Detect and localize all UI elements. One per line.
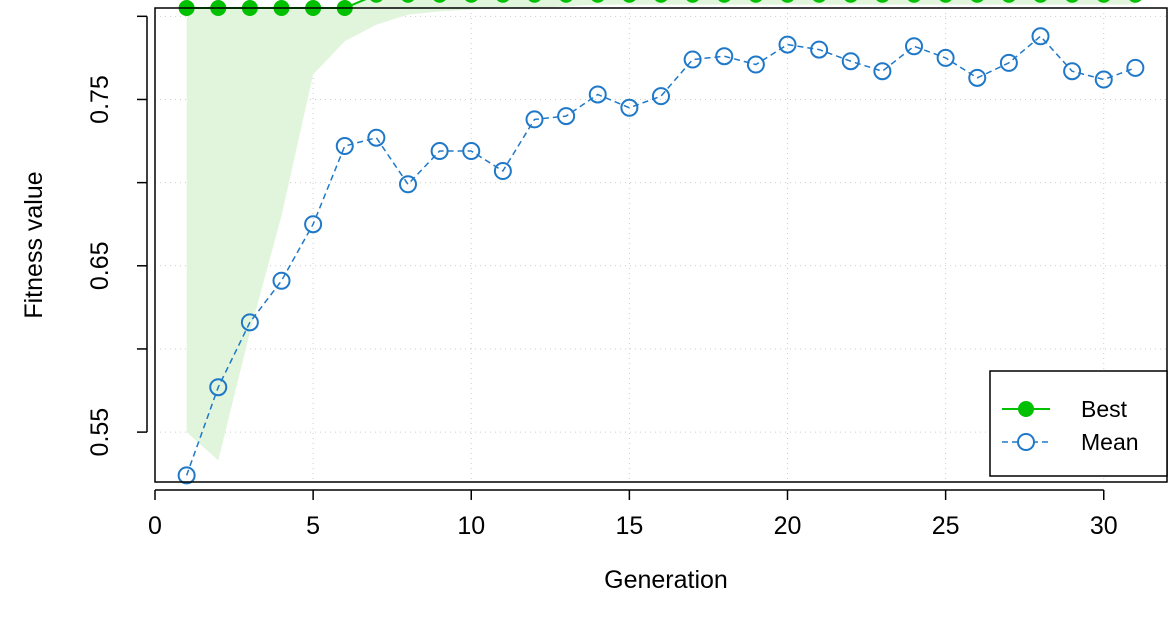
fitness-band-area	[186, 0, 1136, 461]
data-point-best	[971, 0, 984, 3]
data-point-mean	[304, 215, 323, 234]
data-point-best	[528, 0, 541, 3]
data-point-mean	[1031, 27, 1050, 46]
x-tick-label: 25	[932, 512, 960, 540]
data-point-best	[1129, 0, 1142, 3]
data-point-mean	[557, 107, 576, 126]
data-point-best	[591, 0, 604, 3]
x-axis-label: Generation	[604, 566, 728, 594]
data-point-mean	[936, 48, 955, 67]
series-line-mean	[185, 35, 1136, 476]
data-point-mean	[999, 53, 1018, 72]
data-point-best	[402, 0, 414, 3]
data-point-mean	[873, 62, 892, 81]
data-point-mean	[209, 378, 228, 397]
data-point-best	[939, 0, 952, 3]
data-point-best	[623, 0, 636, 3]
x-tick-label: 5	[306, 512, 320, 540]
legend: Best Mean	[989, 370, 1168, 477]
x-tick-label: 15	[615, 512, 643, 540]
data-point-best	[844, 0, 857, 3]
data-point-best	[908, 0, 920, 3]
data-point-best	[876, 0, 889, 3]
y-tick-label: 0.75	[86, 75, 114, 124]
data-point-mean	[1063, 62, 1082, 81]
data-point-mean	[620, 98, 639, 117]
data-point-best	[655, 0, 667, 3]
data-point-mean	[841, 52, 860, 71]
data-point-mean	[588, 85, 607, 104]
data-point-mean	[367, 128, 386, 147]
data-point-best	[370, 0, 383, 3]
series-mean	[177, 27, 1145, 485]
data-point-mean	[399, 175, 417, 194]
x-axis: 0 5 10 15 20 25 30	[148, 489, 1118, 540]
data-point-mean	[1126, 58, 1145, 77]
data-point-mean	[810, 40, 829, 59]
legend-best-marker	[1018, 401, 1034, 417]
data-point-best	[465, 0, 478, 3]
data-point-mean	[430, 142, 449, 161]
data-point-best	[1002, 0, 1015, 3]
x-tick-label: 0	[148, 512, 162, 540]
data-point-best	[1066, 0, 1079, 3]
y-axis-label: Fitness value	[20, 171, 48, 318]
x-tick-label: 10	[457, 512, 485, 540]
data-point-best	[718, 0, 731, 3]
x-tick-label: 30	[1090, 512, 1118, 540]
plot-frame	[154, 7, 1168, 483]
data-point-best	[1097, 0, 1110, 3]
data-point-mean	[778, 35, 797, 54]
y-axis: 0.55 0.65 0.75	[86, 15, 148, 457]
y-tick-label: 0.55	[86, 408, 114, 457]
data-point-best	[1034, 0, 1047, 3]
legend-best-label: Best	[1081, 396, 1128, 422]
data-point-best	[686, 0, 699, 3]
data-point-mean	[968, 68, 987, 87]
legend-box	[989, 370, 1168, 477]
data-point-mean	[272, 271, 291, 290]
data-point-mean	[335, 137, 354, 156]
data-point-best	[496, 0, 509, 3]
data-point-best	[433, 0, 446, 3]
legend-mean-marker	[1017, 433, 1035, 451]
data-point-mean	[746, 55, 765, 74]
y-tick-label: 0.65	[86, 241, 114, 290]
data-point-best	[781, 0, 794, 3]
data-point-mean	[715, 47, 734, 66]
data-point-mean	[525, 110, 544, 129]
data-point-best	[560, 0, 573, 3]
data-point-mean	[462, 142, 481, 161]
data-point-mean	[493, 161, 512, 180]
data-point-mean	[683, 50, 702, 69]
data-point-mean	[652, 87, 670, 106]
data-point-mean	[905, 37, 923, 56]
x-tick-label: 20	[774, 512, 802, 540]
legend-mean-label: Mean	[1081, 429, 1139, 455]
data-point-best	[813, 0, 826, 3]
data-point-mean	[177, 466, 196, 485]
data-point-mean	[240, 313, 259, 332]
data-point-mean	[1094, 70, 1113, 89]
data-point-best	[749, 0, 762, 3]
